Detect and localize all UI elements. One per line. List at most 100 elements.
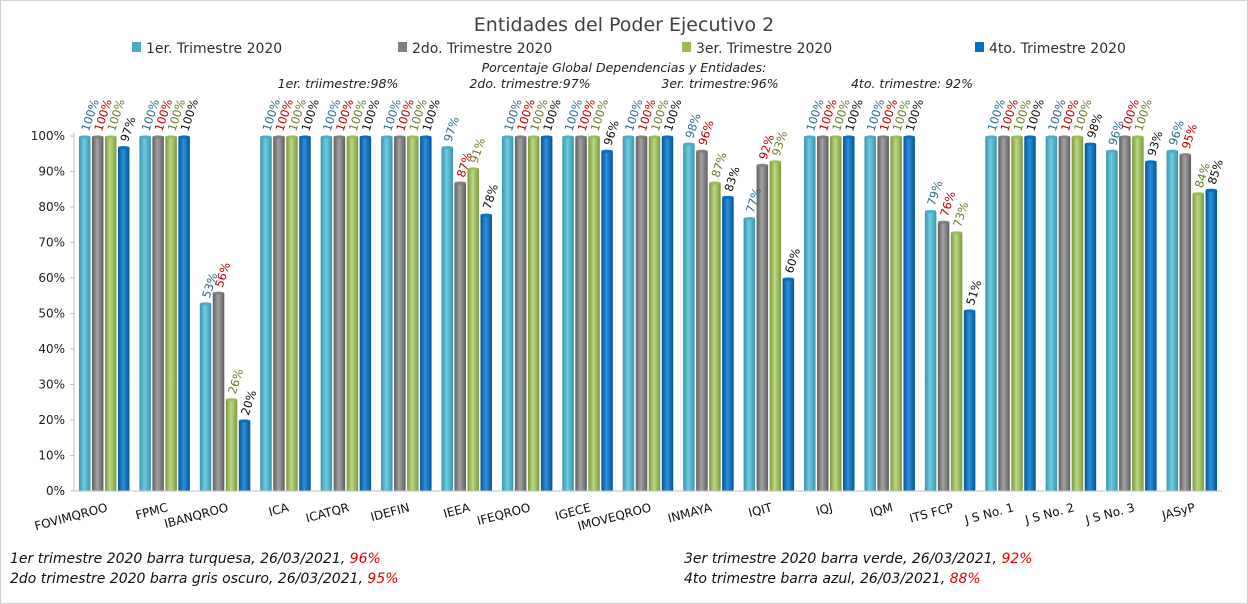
bar [540, 136, 553, 491]
bar-cap [709, 181, 721, 185]
quarter-note-2: 2do. trimestre:97% [469, 76, 590, 91]
bar-cap [743, 217, 756, 221]
bar [1084, 143, 1097, 491]
legend-label-1: 1er. Trimestre 2020 [146, 41, 282, 57]
bar [238, 420, 251, 491]
bar-cap [527, 135, 540, 139]
data-label: 51% [963, 278, 984, 307]
bar [601, 150, 613, 491]
bar [1058, 136, 1071, 491]
bar-cap [782, 277, 795, 281]
x-tick-label: ICATQR [304, 500, 350, 525]
bar [830, 136, 842, 491]
bar [165, 136, 177, 491]
data-label: 60% [782, 246, 803, 275]
bar-cap [1084, 142, 1097, 146]
x-tick-label: FOVIMQROO [33, 500, 109, 533]
bar-cap [963, 309, 976, 313]
bar-cap [890, 135, 902, 139]
bar-cap [152, 135, 164, 139]
bar [756, 164, 769, 491]
bar-cap [877, 135, 889, 139]
bar [1179, 153, 1192, 491]
bar-cap [225, 398, 238, 402]
bar-cap [1045, 135, 1058, 139]
bar-cap [769, 160, 782, 164]
legend-swatch-4 [975, 42, 984, 52]
bar-cap [1179, 153, 1192, 157]
x-tick-label: IBANQROO [163, 500, 230, 531]
bar-cap [1024, 135, 1036, 139]
bar-cap [950, 231, 963, 235]
bar-cap [817, 135, 829, 139]
bar-cap [1071, 135, 1084, 139]
bar-cap [1166, 149, 1179, 153]
bar-cap [139, 135, 151, 139]
legend-label-4: 4to. Trimestre 2020 [989, 41, 1126, 57]
footer-note-1: 1er trimestre 2020 barra turquesa, 26/03… [10, 551, 381, 567]
bar [467, 167, 479, 491]
bar-cap [212, 291, 225, 295]
bar-cap [601, 149, 613, 153]
bar [588, 136, 600, 491]
y-tick-label: 100% [31, 129, 65, 143]
data-label: 97% [441, 115, 462, 144]
y-tick-label: 30% [38, 378, 65, 392]
bar-cap [273, 135, 285, 139]
bar-cap [178, 135, 190, 139]
footer-note-3-pct: 92% [1001, 551, 1033, 567]
bar-cap [1106, 149, 1118, 153]
bar-cap [467, 167, 479, 171]
bar [963, 309, 976, 491]
bar [1132, 136, 1144, 491]
bar [286, 136, 298, 491]
y-tick-label: 10% [38, 449, 65, 463]
bar [683, 143, 695, 491]
quarter-note-3: 3er. trimestre:96% [661, 76, 778, 91]
x-tick-label: J S No. 1 [962, 500, 1015, 527]
chart-subtitle: Porcentaje Global Dependencias y Entidad… [482, 60, 767, 75]
x-tick-label: IQJ [814, 500, 834, 518]
bar-cap [480, 213, 492, 217]
bar [299, 136, 311, 491]
bar-cap [1119, 135, 1131, 139]
bar [864, 136, 876, 491]
bar [1011, 136, 1023, 491]
bar-cap [540, 135, 553, 139]
bar-cap [804, 135, 816, 139]
bar [1119, 136, 1131, 491]
bar-cap [320, 135, 333, 139]
chart-title: Entidades del Poder Ejecutivo 2 [474, 14, 774, 36]
bar [804, 136, 816, 491]
footer-note-2-pct: 95% [367, 571, 399, 587]
footer-note-3: 3er trimestre 2020 barra verde, 26/03/20… [684, 551, 1033, 567]
bar-cap [562, 135, 574, 139]
bar [575, 136, 587, 491]
quarter-note-1: 1er. triimestre:98% [278, 76, 399, 91]
bar [225, 398, 238, 491]
bar [381, 136, 393, 491]
bar-cap [199, 302, 212, 306]
bar [212, 292, 225, 491]
x-tick-label: J S No. 2 [1023, 500, 1076, 527]
x-tick-label: IQIT [747, 500, 774, 520]
bar [346, 136, 359, 491]
bar [1166, 150, 1179, 491]
bar [273, 136, 285, 491]
x-tick-label: IQM [868, 500, 894, 520]
bar [501, 136, 514, 491]
bar [514, 136, 527, 491]
bar-cap [104, 135, 117, 139]
bar-cap [260, 135, 272, 139]
bar-cap [843, 135, 855, 139]
bar-cap [830, 135, 842, 139]
bar-cap [722, 195, 734, 199]
bar-cap [683, 142, 695, 146]
legend-swatch-2 [398, 42, 407, 52]
bar [648, 136, 661, 491]
bar-cap [937, 220, 950, 224]
bar [454, 182, 466, 491]
footer-note-4-text: 4to trimestre barra azul, 26/03/2021, [684, 571, 950, 587]
footer-note-4: 4to trimestre barra azul, 26/03/2021, 88… [684, 571, 981, 587]
bar-cap [441, 146, 453, 150]
